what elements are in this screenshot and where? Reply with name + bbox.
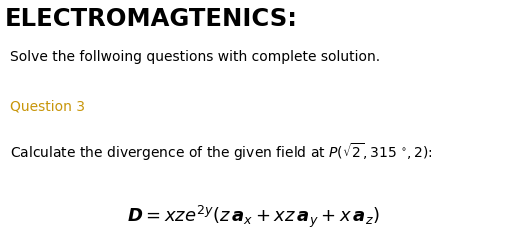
Text: $\boldsymbol{D} = xze^{2y}(z\,\boldsymbol{a}_x + xz\,\boldsymbol{a}_y + x\,\bold: $\boldsymbol{D} = xze^{2y}(z\,\boldsymbo… [126,203,379,230]
Text: Question 3: Question 3 [10,99,85,113]
Text: Solve the follwoing questions with complete solution.: Solve the follwoing questions with compl… [10,50,379,63]
Text: Calculate the divergence of the given field at $P(\sqrt{2}, 315\,^\circ\!,2)$:: Calculate the divergence of the given fi… [10,141,432,163]
Text: ELECTROMAGTENICS:: ELECTROMAGTENICS: [5,7,297,31]
